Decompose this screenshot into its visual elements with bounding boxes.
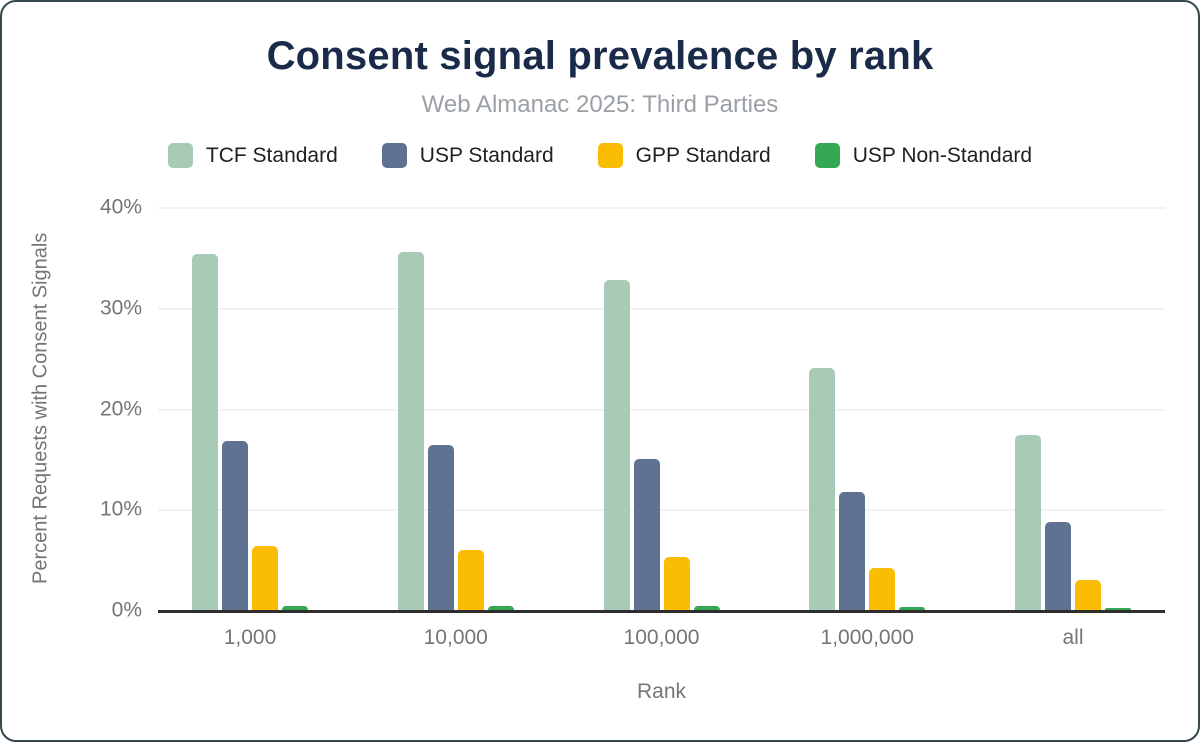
x-tick-label: 1,000 [223,626,277,649]
legend-item-label: USP Non-Standard [852,143,1033,167]
bar-usp-standard[interactable] [839,492,866,610]
bar-usp-standard[interactable] [222,440,248,610]
y-tick-label: 30% [99,296,142,320]
y-tick-label: 20% [99,397,142,420]
plot-area: 0% 10% 20% 30% 40% 1,000 10,000 100,000 1,000,0… [100,197,1165,649]
gridline [158,307,1165,310]
bar-usp-standard[interactable] [633,458,660,610]
bar-usp-non-standard[interactable] [1105,608,1131,610]
bar-tcf-standard[interactable] [192,254,218,610]
bar-gpp-standard[interactable] [457,549,484,610]
bar-tcf-standard[interactable] [603,279,630,610]
y-axis-ticks: 0% 10% 20% 30% 40% [52,197,142,621]
gridline [158,207,1165,209]
bar-gpp-standard[interactable] [869,567,896,610]
x-tick-label: all [1062,626,1084,649]
x-tick-label: 1,000,000 [820,626,914,649]
bar-gpp-standard[interactable] [1075,579,1101,610]
legend: TCF Standard USP Standard GPP Standard USP … [2,143,1198,168]
x-tick-label: 100,000 [623,626,700,649]
legend-swatch-icon [814,143,840,168]
bar-tcf-standard[interactable] [397,252,424,610]
y-tick-label: 0% [111,598,142,622]
bar-usp-non-standard[interactable] [282,605,308,610]
bar-group-10-000 [397,207,514,610]
bar-group-1-000 [192,207,308,610]
x-axis-title: Rank [636,680,687,703]
bar-usp-standard[interactable] [1045,522,1071,610]
legend-item-usp-standard[interactable]: USP Standard [381,143,554,168]
legend-item-label: GPP Standard [635,143,771,167]
bar-group-all [1015,207,1131,610]
bar-gpp-standard[interactable] [663,556,690,610]
page-title: Consent signal prevalence by rank [266,34,934,78]
legend-item-gpp-standard[interactable]: GPP Standard [597,143,771,168]
bar-tcf-standard[interactable] [1015,434,1041,610]
x-axis-line [158,610,1165,613]
gridline [158,408,1165,411]
bar-usp-standard[interactable] [427,444,454,610]
bar-tcf-standard[interactable] [809,368,836,610]
y-tick-label: 40% [99,195,142,219]
legend-item-usp-non-standard[interactable]: USP Non-Standard [814,143,1033,168]
bar-usp-non-standard[interactable] [693,605,720,610]
bar-group-1-000-000 [809,207,926,610]
legend-item-label: USP Standard [419,143,554,167]
gridline [158,509,1165,512]
legend-swatch-icon [597,143,623,168]
legend-swatch-icon [381,143,407,168]
x-tick-label: 10,000 [423,626,488,649]
bar-usp-non-standard[interactable] [899,606,926,610]
legend-item-label: TCF Standard [205,143,338,167]
x-axis-ticks: 1,000 10,000 100,000 1,000,000 all [158,626,1165,650]
y-tick-label: 10% [99,497,142,521]
bar-group-100-000 [603,207,720,610]
bar-gpp-standard[interactable] [252,545,278,610]
bar-groups [158,207,1165,610]
legend-swatch-icon [167,143,193,168]
legend-item-tcf-standard[interactable]: TCF Standard [167,143,338,168]
bar-usp-non-standard[interactable] [487,605,514,610]
page-subtitle: Web Almanac 2025: Third Parties [421,91,779,118]
